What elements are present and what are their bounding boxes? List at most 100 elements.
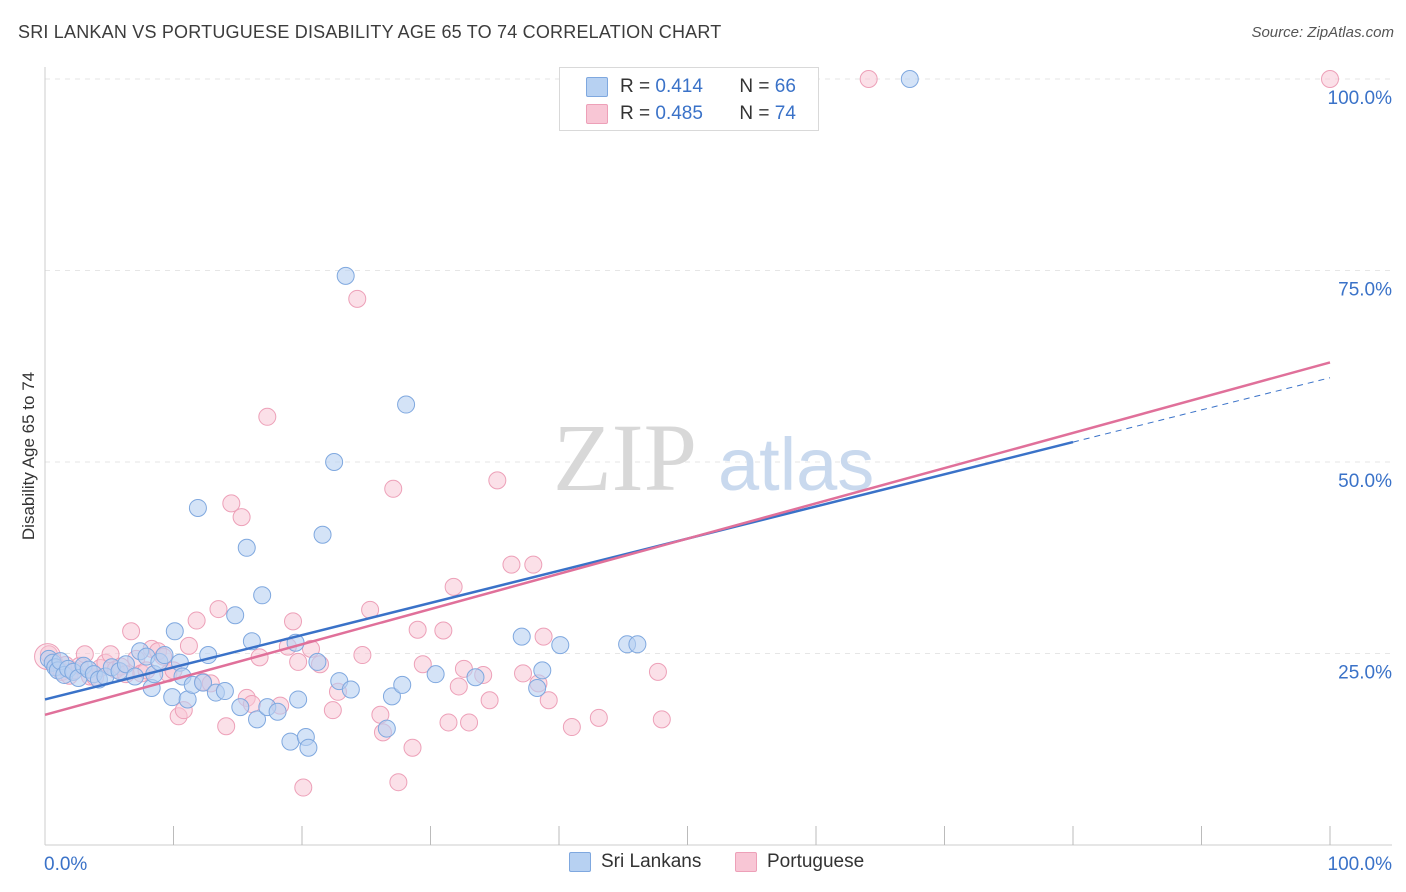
portuguese-points [34, 70, 1339, 797]
legend-swatch-pink [586, 104, 608, 124]
sri-lankans-point [377, 719, 396, 738]
portuguese-point [222, 494, 241, 513]
sri-lankans-point [215, 682, 234, 701]
legend-r-label: R = [620, 76, 651, 97]
bottom-legend-sri-lankans: Sri Lankans [569, 851, 701, 873]
sri-lankans-point [248, 710, 267, 729]
sri-lankans-point [341, 680, 360, 699]
legend-r-value: 0.414 [655, 76, 703, 97]
portuguese-point [439, 713, 458, 732]
sri-lankans-point [512, 627, 531, 646]
portuguese-point [1321, 70, 1339, 88]
sri-lankans-point [116, 655, 135, 674]
source-label: Source: ZipAtlas.com [1251, 24, 1394, 41]
legend-row-portuguese: R = 0.485 N = 74 [586, 101, 796, 127]
watermark-zip: ZIP [553, 404, 697, 511]
y-tick-label: 50.0% [1338, 471, 1392, 492]
sri-lankans-trend-extension [1072, 377, 1331, 443]
portuguese-point [403, 738, 422, 757]
legend-r-value: 0.485 [655, 103, 703, 124]
x-tick-label: 0.0% [44, 854, 87, 875]
portuguese-point [589, 708, 608, 727]
sri-lankans-point [393, 675, 412, 694]
portuguese-point [534, 627, 553, 646]
y-tick-label: 75.0% [1338, 280, 1392, 301]
portuguese-point [652, 710, 671, 729]
portuguese-point [209, 600, 228, 619]
portuguese-point [384, 479, 403, 498]
portuguese-point [284, 612, 303, 631]
portuguese-point [449, 677, 468, 696]
sri-lankans-point [165, 622, 184, 641]
axes [44, 67, 1392, 846]
portuguese-point [348, 289, 367, 308]
portuguese-point [502, 555, 521, 574]
sri-lankans-point [188, 498, 207, 517]
portuguese-point [539, 691, 558, 710]
bottom-legend-portuguese: Portuguese [735, 851, 864, 873]
sri-lankans-point [163, 688, 182, 707]
gridlines [45, 78, 1392, 654]
legend-r-label: R = [620, 103, 651, 124]
sri-lankans-point [551, 636, 570, 655]
legend-swatch-blue [586, 77, 608, 97]
portuguese-point [562, 718, 581, 737]
portuguese-point [480, 691, 499, 710]
sri-lankans-trend-line [44, 440, 1074, 701]
sri-lankans-point [308, 652, 327, 671]
portuguese-trend-line [44, 361, 1331, 716]
portuguese-point [389, 773, 408, 792]
sri-lankans-point [281, 732, 300, 751]
sri-lankans-point [325, 453, 344, 471]
sri-lankans-point [299, 738, 318, 757]
portuguese-point [434, 621, 453, 640]
portuguese-point [258, 407, 277, 426]
legend-n-label: N = [739, 76, 770, 97]
portuguese-point [524, 555, 543, 574]
sri-lankans-point [194, 673, 213, 692]
portuguese-point [294, 778, 313, 797]
portuguese-point [460, 713, 479, 732]
watermark: ZIP atlas [553, 404, 874, 511]
sri-lankans-point [237, 538, 256, 557]
legend-swatch-blue [569, 852, 591, 872]
sri-lankans-point [628, 635, 647, 654]
sri-lankans-point [426, 665, 445, 684]
bottom-legend-label: Portuguese [767, 851, 865, 872]
legend-n-value: 66 [774, 76, 796, 97]
sri-lankans-point [466, 668, 485, 687]
sri-lankans-point [226, 606, 245, 625]
portuguese-point [413, 655, 432, 674]
sri-lankans-point [155, 646, 174, 665]
portuguese-point [217, 717, 236, 736]
sri-lankans-point [313, 525, 332, 544]
portuguese-point [232, 508, 251, 527]
legend-row-sri-lankans: R = 0.414 N = 66 [586, 74, 796, 100]
portuguese-point [122, 622, 141, 641]
sri-lankans-point [336, 266, 355, 285]
portuguese-point [187, 611, 206, 630]
portuguese-point [859, 70, 878, 88]
portuguese-point [408, 620, 427, 639]
sri-lankans-point [533, 661, 552, 680]
sri-lankans-points [39, 70, 919, 757]
portuguese-point [648, 662, 667, 681]
sri-lankans-point [231, 698, 250, 717]
legend-swatch-pink [735, 852, 757, 872]
sri-lankans-point [253, 586, 272, 605]
portuguese-point [353, 646, 372, 665]
portuguese-point [323, 701, 342, 720]
bottom-legend-label: Sri Lankans [601, 851, 702, 872]
y-tick-label: 100.0% [1328, 88, 1393, 109]
portuguese-point [488, 471, 507, 490]
trend-lines [44, 361, 1331, 716]
legend-n-label: N = [739, 103, 770, 124]
legend: R = 0.414 N = 66 R = 0.485 N = 74 [559, 67, 819, 131]
portuguese-point [514, 664, 533, 683]
sri-lankans-point [397, 395, 416, 414]
sri-lankans-point [382, 687, 401, 706]
tick-labels: 100.0% 75.0% 50.0% 25.0% 0.0% 100.0% [44, 88, 1392, 875]
chart-title: SRI LANKAN VS PORTUGUESE DISABILITY AGE … [18, 22, 722, 42]
portuguese-point [444, 577, 463, 596]
